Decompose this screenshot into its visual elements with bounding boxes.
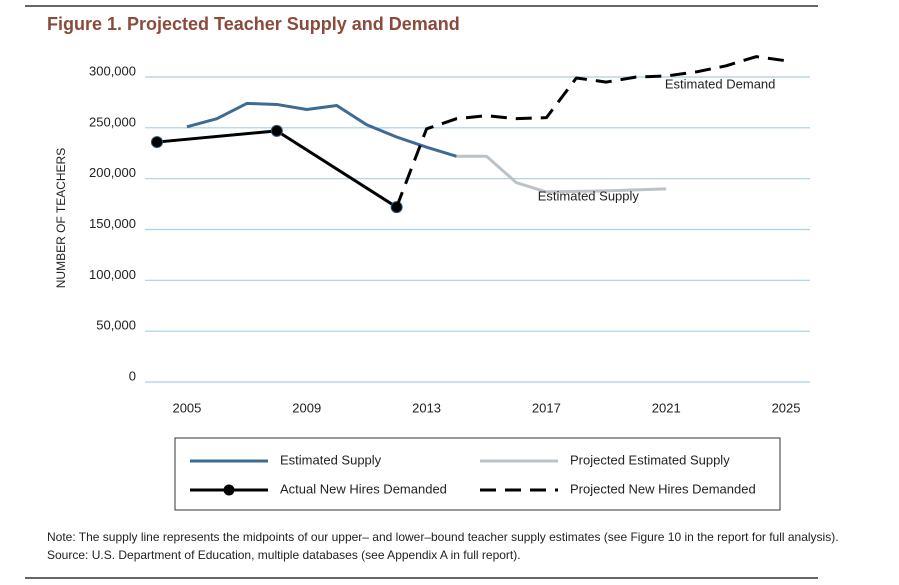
y-tick-label: 300,000 bbox=[89, 63, 136, 78]
x-tick-label: 2021 bbox=[652, 400, 681, 415]
x-tick-label: 2005 bbox=[172, 400, 201, 415]
point-marker bbox=[150, 136, 163, 149]
legend-label: Projected New Hires Demanded bbox=[570, 481, 756, 496]
x-tick-label: 2017 bbox=[532, 400, 561, 415]
y-tick-label: 50,000 bbox=[96, 318, 136, 333]
annotation: Estimated Demand bbox=[665, 77, 776, 92]
point-marker bbox=[270, 124, 283, 137]
y-tick-label: 150,000 bbox=[89, 216, 136, 231]
series-line bbox=[395, 55, 787, 208]
legend-label: Actual New Hires Demanded bbox=[280, 481, 447, 496]
x-tick-label: 2025 bbox=[772, 400, 801, 415]
y-axis-label: NUMBER OF TEACHERS bbox=[54, 148, 68, 288]
legend-box bbox=[174, 437, 781, 511]
note: Note: The supply line represents the mid… bbox=[47, 530, 839, 544]
legend-label: Estimated Supply bbox=[280, 452, 382, 467]
annotation: Estimated Supply bbox=[538, 188, 640, 203]
series-line bbox=[156, 129, 398, 209]
y-tick-label: 200,000 bbox=[89, 165, 136, 180]
y-tick-label: 0 bbox=[129, 368, 136, 383]
chart-title: Figure 1. Projected Teacher Supply and D… bbox=[47, 14, 460, 34]
series-line bbox=[456, 154, 667, 194]
legend-marker bbox=[223, 484, 235, 496]
x-tick-label: 2009 bbox=[292, 400, 321, 415]
y-tick-label: 100,000 bbox=[89, 267, 136, 282]
source: Source: U.S. Department of Education, mu… bbox=[47, 548, 521, 562]
series-line bbox=[186, 101, 457, 158]
legend-label: Projected Estimated Supply bbox=[570, 452, 730, 467]
y-tick-label: 250,000 bbox=[89, 114, 136, 129]
x-tick-label: 2013 bbox=[412, 400, 441, 415]
